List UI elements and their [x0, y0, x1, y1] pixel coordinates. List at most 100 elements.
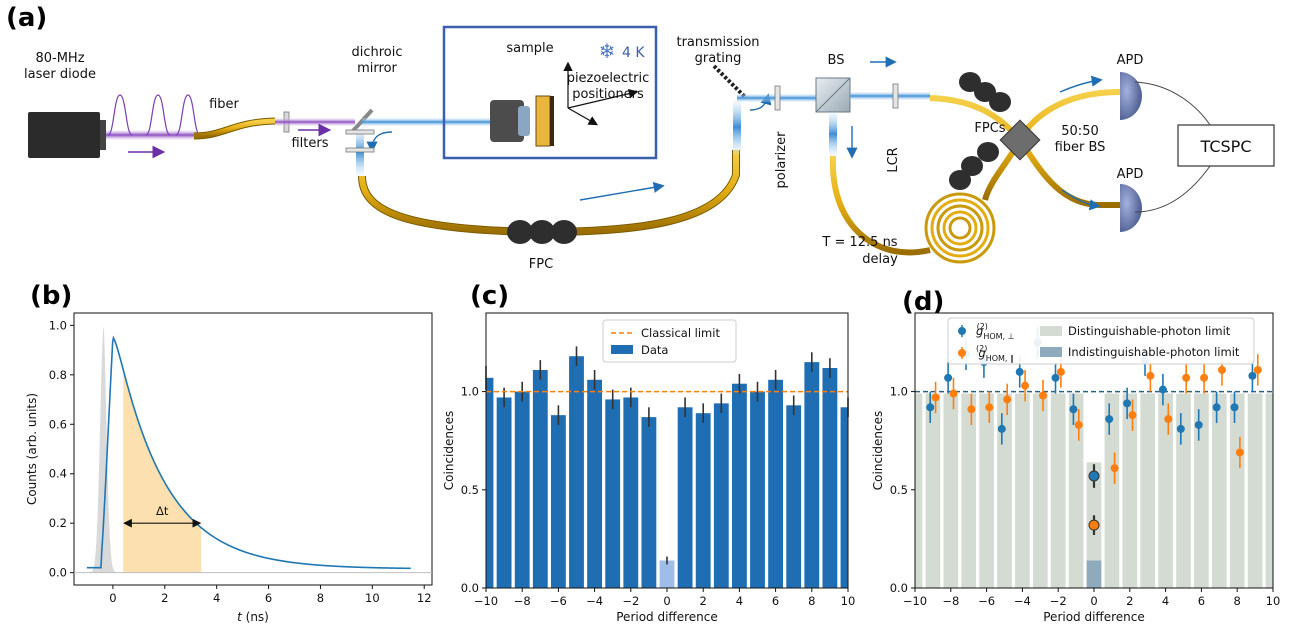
y-axis-label: Coincidences — [871, 411, 885, 490]
delay-label-line1: T = 12.5 ns — [821, 235, 897, 250]
point — [1248, 371, 1257, 380]
chart-d: −10 −8 −6 −4 −2 0 2 4 6 8 10 0.0 0.5 1.0 Period differ… — [871, 312, 1281, 624]
bar — [677, 407, 693, 588]
point — [1123, 399, 1132, 408]
x-tick-label: 4 — [1162, 594, 1169, 608]
legend-label-perp: gHOM, ⊥(2) — [976, 322, 1015, 341]
x-tick-label: 0 — [1090, 594, 1097, 608]
temperature-label: 4 K — [622, 45, 645, 61]
distinguishable-bar — [1176, 393, 1191, 588]
point — [1235, 448, 1244, 457]
plot-frame — [73, 312, 433, 586]
y-tick-label: 1.0 — [49, 318, 67, 332]
bar — [695, 413, 711, 588]
sample-chip — [535, 95, 551, 147]
x-tick-label: −8 — [514, 594, 531, 608]
fiber-cable-fill — [193, 118, 276, 139]
x-tick-label: 10 — [1266, 594, 1281, 608]
x-tick-label: −4 — [1014, 594, 1031, 608]
tcspc-box — [1177, 124, 1275, 167]
bs-diagonal — [815, 77, 851, 113]
objective-lens — [490, 100, 524, 142]
bar — [641, 417, 657, 588]
bar — [569, 356, 584, 588]
x-tick-label: 2 — [1126, 594, 1133, 608]
lcr-label: LCR — [886, 147, 901, 172]
y-tick-label: 0.0 — [49, 566, 67, 580]
bar — [840, 407, 848, 588]
x-tick-label: 10 — [365, 591, 380, 605]
bar — [587, 379, 603, 588]
point — [931, 393, 940, 402]
point — [1164, 415, 1173, 424]
piezo-label-line2: positioners — [572, 87, 644, 102]
axis-x — [567, 88, 639, 109]
bar — [786, 405, 802, 588]
x-tick-label: 8 — [317, 591, 324, 605]
x-tick-label: 6 — [1198, 594, 1205, 608]
bs-label: BS — [828, 53, 845, 68]
apd-bottom — [1120, 184, 1142, 232]
beam-blue-grating-vertical — [733, 100, 741, 154]
distinguishable-bar — [1247, 393, 1263, 588]
y-tick-label: 1.0 — [461, 385, 479, 399]
distinguishable-bar — [915, 393, 923, 588]
fiber-to-apd-bottom — [929, 95, 1120, 208]
beam-blue-down — [829, 112, 837, 156]
x-tick-label: −6 — [978, 594, 995, 608]
objective-tip — [518, 106, 530, 136]
beam-blue-lcr — [850, 92, 930, 100]
collection-fiber-fill — [359, 150, 739, 236]
legend-label-data: Data — [641, 343, 668, 357]
point — [1056, 367, 1065, 376]
x-tick-label: 4 — [213, 591, 220, 605]
dichroic-label-line2: mirror — [357, 61, 397, 76]
legend-swatch-perp — [958, 327, 966, 335]
distinguishable-bar — [1015, 393, 1030, 588]
bar — [623, 397, 639, 588]
legend-swatch-distinguishable — [1040, 326, 1062, 336]
x-tick-label: −10 — [903, 594, 927, 608]
piezo-label-line1: piezoelectric — [567, 71, 650, 86]
point — [949, 389, 958, 398]
point — [1253, 365, 1262, 374]
fpc-label: FPC — [529, 257, 553, 272]
sample-mount — [550, 96, 554, 146]
sample-label: sample — [506, 41, 553, 56]
apd-top-label: APD — [1117, 53, 1144, 68]
distinguishable-bar — [1265, 393, 1273, 588]
point — [944, 373, 953, 382]
point — [1021, 381, 1030, 390]
laser-diode-box — [28, 112, 100, 158]
legend-label-distinguishable: Distinguishable-photon limit — [1068, 324, 1231, 338]
legend-swatch-indistinguishable — [1040, 347, 1062, 357]
irf-area — [81, 325, 134, 573]
x-tick-label: 8 — [808, 594, 815, 608]
point — [1074, 420, 1083, 429]
point — [997, 424, 1006, 433]
fiber-bs-label-line2: fiber BS — [1055, 140, 1106, 155]
decay-line — [86, 335, 411, 570]
point — [1146, 371, 1155, 380]
fpcs-label: FPCs — [974, 121, 1005, 136]
delay-fiber-in — [829, 155, 931, 256]
panel-label-c: (c) — [470, 281, 509, 311]
x-tick-label: −2 — [622, 594, 639, 608]
bar — [713, 403, 729, 588]
distinguishable-bar — [1158, 393, 1173, 588]
fpcs-paddles-top — [959, 72, 1011, 112]
center-perp-point — [1088, 470, 1100, 482]
distinguishable-bar — [1050, 393, 1066, 588]
y-tick-label: 1.0 — [890, 385, 908, 399]
x-tick-label: 0 — [109, 591, 116, 605]
arrow-blue-down — [366, 131, 393, 153]
apd-bottom-label: APD — [1117, 167, 1144, 182]
legend-label-limit: Classical limit — [641, 326, 720, 340]
point — [1105, 415, 1114, 424]
fpcs-paddles-bottom — [949, 142, 999, 190]
filters-label: filters — [291, 136, 328, 151]
bar — [731, 383, 747, 588]
y-tick-label: 0.6 — [49, 417, 67, 431]
point — [1217, 365, 1226, 374]
bar — [659, 560, 675, 588]
